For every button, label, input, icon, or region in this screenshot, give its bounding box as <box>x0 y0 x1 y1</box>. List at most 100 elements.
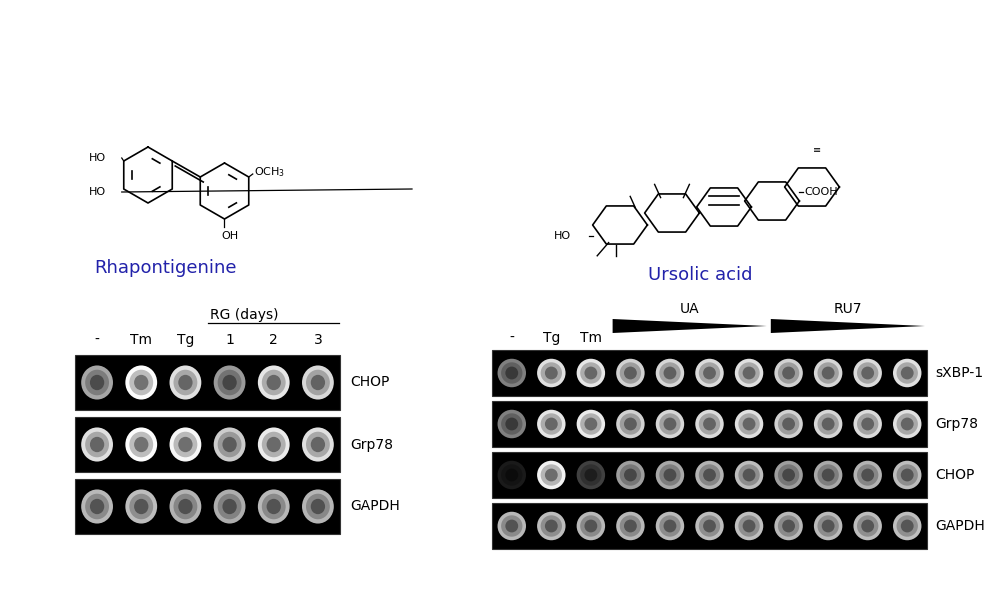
Ellipse shape <box>311 437 325 452</box>
Ellipse shape <box>656 461 685 489</box>
Ellipse shape <box>577 359 605 387</box>
Ellipse shape <box>699 362 720 384</box>
Ellipse shape <box>699 413 720 435</box>
Ellipse shape <box>862 367 874 379</box>
Ellipse shape <box>498 461 526 489</box>
Ellipse shape <box>775 461 803 489</box>
Bar <box>492 401 927 447</box>
Ellipse shape <box>703 417 716 431</box>
Ellipse shape <box>775 359 803 387</box>
Ellipse shape <box>664 367 677 379</box>
Ellipse shape <box>862 519 874 532</box>
Ellipse shape <box>817 413 839 435</box>
Ellipse shape <box>506 417 518 431</box>
Ellipse shape <box>619 464 641 486</box>
Ellipse shape <box>896 362 918 384</box>
Ellipse shape <box>85 370 109 395</box>
Text: Tg: Tg <box>177 333 194 347</box>
Ellipse shape <box>619 515 641 537</box>
Text: UA: UA <box>680 302 700 316</box>
Ellipse shape <box>817 464 839 486</box>
Ellipse shape <box>498 359 526 387</box>
Ellipse shape <box>129 370 153 395</box>
Text: Ursolic acid: Ursolic acid <box>648 266 752 284</box>
Ellipse shape <box>738 515 760 537</box>
Ellipse shape <box>782 519 795 532</box>
Ellipse shape <box>580 362 602 384</box>
Ellipse shape <box>170 365 202 400</box>
Ellipse shape <box>659 515 681 537</box>
Ellipse shape <box>540 362 562 384</box>
Ellipse shape <box>537 410 565 439</box>
Ellipse shape <box>735 410 764 439</box>
Ellipse shape <box>822 417 835 431</box>
Ellipse shape <box>537 461 565 489</box>
Ellipse shape <box>498 512 526 540</box>
Ellipse shape <box>743 519 756 532</box>
Text: HO: HO <box>89 153 106 163</box>
Polygon shape <box>613 319 767 333</box>
Ellipse shape <box>738 413 760 435</box>
Text: GAPDH: GAPDH <box>350 500 400 513</box>
Ellipse shape <box>896 515 918 537</box>
Ellipse shape <box>817 515 839 537</box>
Bar <box>492 350 927 396</box>
Ellipse shape <box>857 515 878 537</box>
Ellipse shape <box>498 410 526 439</box>
Ellipse shape <box>619 362 641 384</box>
Ellipse shape <box>174 370 198 395</box>
Ellipse shape <box>577 461 605 489</box>
Ellipse shape <box>659 464 681 486</box>
Ellipse shape <box>901 367 914 379</box>
Text: -: - <box>95 333 100 347</box>
Ellipse shape <box>217 432 241 457</box>
Bar <box>492 452 927 498</box>
Ellipse shape <box>893 461 922 489</box>
Ellipse shape <box>814 410 843 439</box>
Ellipse shape <box>854 512 882 540</box>
Ellipse shape <box>174 432 198 457</box>
Text: Tm: Tm <box>130 333 152 347</box>
Ellipse shape <box>81 365 113 400</box>
Ellipse shape <box>896 413 918 435</box>
Ellipse shape <box>743 469 756 481</box>
Ellipse shape <box>134 499 148 514</box>
Ellipse shape <box>577 410 605 439</box>
Ellipse shape <box>506 469 518 481</box>
Polygon shape <box>771 319 925 333</box>
Ellipse shape <box>814 461 843 489</box>
Ellipse shape <box>893 410 922 439</box>
Ellipse shape <box>703 469 716 481</box>
Ellipse shape <box>901 417 914 431</box>
Ellipse shape <box>134 375 148 390</box>
Ellipse shape <box>703 367 716 379</box>
Ellipse shape <box>81 428 113 461</box>
Text: 2: 2 <box>270 333 279 347</box>
Text: Rhapontigenine: Rhapontigenine <box>94 259 236 277</box>
Ellipse shape <box>782 367 795 379</box>
Ellipse shape <box>506 367 518 379</box>
Ellipse shape <box>617 359 644 387</box>
Ellipse shape <box>696 512 724 540</box>
Bar <box>75 355 340 410</box>
Bar <box>492 503 927 549</box>
Ellipse shape <box>696 461 724 489</box>
Ellipse shape <box>501 362 523 384</box>
Ellipse shape <box>90 499 105 514</box>
Ellipse shape <box>659 413 681 435</box>
Ellipse shape <box>262 432 286 457</box>
Ellipse shape <box>267 375 281 390</box>
Bar <box>75 417 340 472</box>
Ellipse shape <box>302 365 334 400</box>
Bar <box>75 479 340 534</box>
Ellipse shape <box>129 432 153 457</box>
Ellipse shape <box>174 493 198 519</box>
Ellipse shape <box>782 417 795 431</box>
Text: CHOP: CHOP <box>935 468 974 482</box>
Text: 3: 3 <box>313 333 322 347</box>
Ellipse shape <box>545 519 557 532</box>
Ellipse shape <box>901 519 914 532</box>
Ellipse shape <box>778 362 799 384</box>
Ellipse shape <box>262 493 286 519</box>
Ellipse shape <box>501 413 523 435</box>
